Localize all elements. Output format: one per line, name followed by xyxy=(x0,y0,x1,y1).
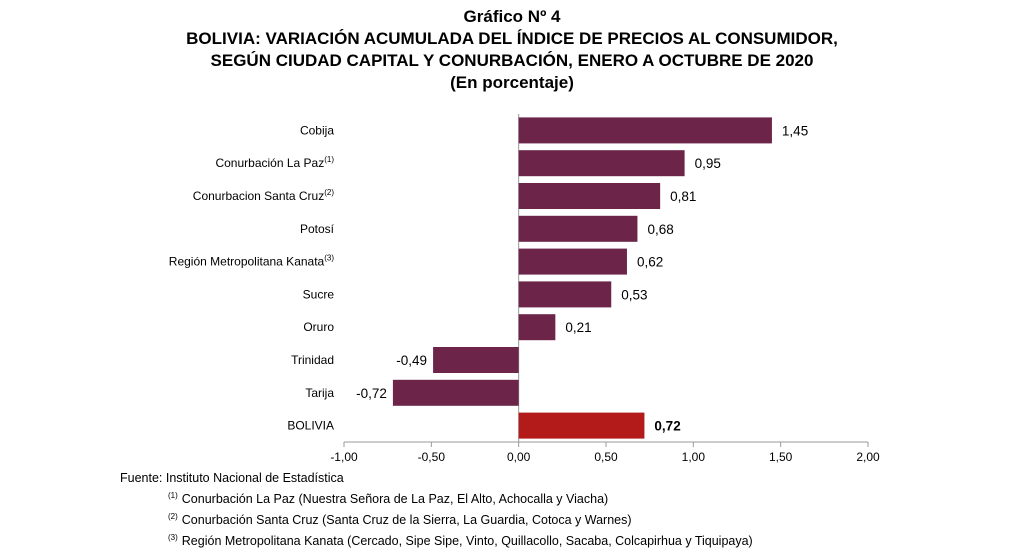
category-label: Oruro xyxy=(303,320,334,334)
footnote-1-text: Conurbación La Paz (Nuestra Señora de La… xyxy=(181,492,609,507)
footnote-2-marker: (2) xyxy=(168,512,178,522)
bar-total xyxy=(518,412,645,439)
category-label: Conurbación La Paz(1) xyxy=(215,155,334,170)
value-label: 0,81 xyxy=(670,189,696,204)
footnote-3: (3) Región Metropolitana Kanata (Cercado,… xyxy=(120,529,753,550)
chart-title-line-3: SEGÚN CIUDAD CAPITAL Y CONURBACIÓN, ENER… xyxy=(210,51,814,70)
x-tick-label: 0,00 xyxy=(507,450,531,464)
bar xyxy=(518,215,638,242)
category-label: BOLIVIA xyxy=(287,419,334,433)
footnote-3-marker: (3) xyxy=(168,533,178,543)
chart-title-line-2: BOLIVIA: VARIACIÓN ACUMULADA DEL ÍNDICE … xyxy=(186,29,838,48)
category-label: Región Metropolitana Kanata(3) xyxy=(169,254,335,269)
chart-title-line-1: Gráfico Nº 4 xyxy=(463,7,561,26)
footnote-2: (2) Conurbación Santa Cruz (Santa Cruz de… xyxy=(120,508,753,529)
chart-title-block: Gráfico Nº 4 BOLIVIA: VARIACIÓN ACUMULAD… xyxy=(0,6,1024,94)
bar xyxy=(392,379,519,406)
bar xyxy=(518,314,556,341)
category-label: Tarija xyxy=(305,386,334,400)
category-label: Cobija xyxy=(300,123,334,137)
chart-footer: Fuente: Instituto Nacional de Estadístic… xyxy=(120,470,753,550)
chart-title-line-4: (En porcentaje) xyxy=(450,73,574,92)
value-label: 0,62 xyxy=(637,255,663,270)
value-label: 1,45 xyxy=(782,123,808,138)
bar xyxy=(518,117,772,144)
category-label: Trinidad xyxy=(291,353,334,367)
x-tick-label: -0,50 xyxy=(418,450,446,464)
footnote-1: (1) Conurbación La Paz (Nuestra Señora de… xyxy=(120,487,753,508)
bar xyxy=(518,150,685,177)
x-tick-label: 1,00 xyxy=(682,450,706,464)
bar xyxy=(433,347,519,373)
x-tick-label: 1,50 xyxy=(769,450,793,464)
bar xyxy=(518,248,627,275)
bar xyxy=(518,183,661,209)
category-label: Potosí xyxy=(300,222,335,236)
value-label: 0,95 xyxy=(695,156,721,171)
x-tick-label: -1,00 xyxy=(330,450,358,464)
category-label: Conurbacion Santa Cruz(2) xyxy=(193,188,335,203)
x-tick-label: 0,50 xyxy=(594,450,618,464)
value-label: 0,72 xyxy=(654,419,680,434)
value-label: -0,72 xyxy=(356,386,387,401)
value-label: 0,68 xyxy=(647,222,673,237)
value-label: -0,49 xyxy=(396,353,427,368)
footnote-2-text: Conurbación Santa Cruz (Santa Cruz de la… xyxy=(181,513,632,528)
footnote-1-marker: (1) xyxy=(168,491,178,500)
value-label: 0,21 xyxy=(565,320,591,335)
category-label: Sucre xyxy=(303,287,335,301)
bar xyxy=(518,281,612,308)
footnote-3-text: Región Metropolitana Kanata (Cercado, Si… xyxy=(181,534,753,549)
value-label: 0,53 xyxy=(621,287,647,302)
bar-chart: -1,00 -0,50 0,00 0,50 1,00 1,50 2,00 Cobija 1,45… xyxy=(169,114,880,464)
x-tick-label: 2,00 xyxy=(856,450,880,464)
source-note: Fuente: Instituto Nacional de Estadístic… xyxy=(120,471,344,485)
